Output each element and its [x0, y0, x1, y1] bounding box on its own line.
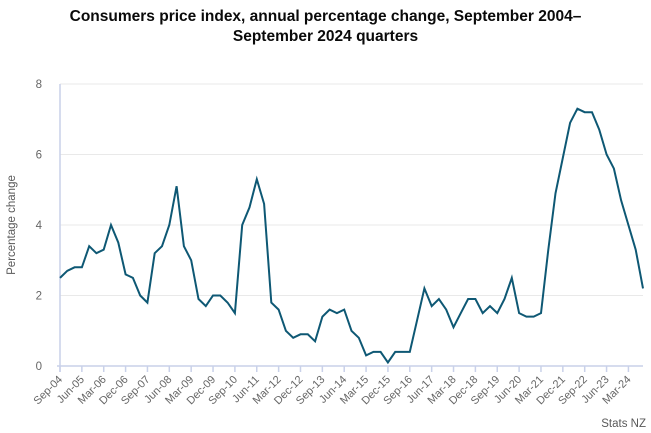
chart-title: Consumers price index, annual percentage… [69, 8, 582, 46]
y-tick-label: 6 [36, 150, 42, 162]
source-label: Stats NZ [601, 418, 646, 430]
cpi-series-line [59, 107, 644, 365]
y-tick-label: 2 [36, 291, 42, 303]
y-axis-title: Percentage change [6, 175, 18, 275]
y-tick-label: 8 [36, 79, 42, 91]
y-tick-label: 4 [36, 220, 43, 232]
y-tick-label: 0 [36, 361, 42, 373]
